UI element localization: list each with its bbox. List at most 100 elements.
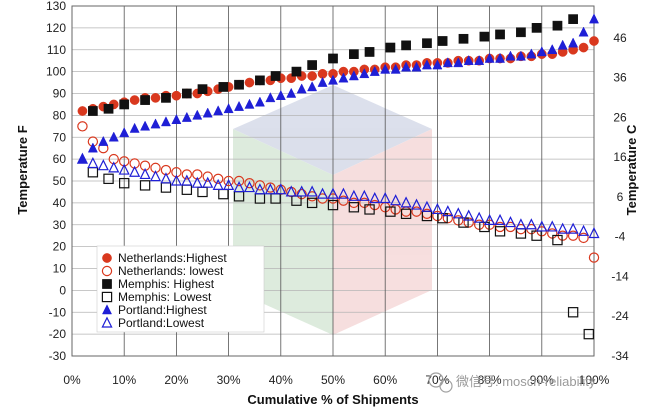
y2-tick-label: 6: [617, 190, 624, 204]
data-point: [531, 23, 542, 33]
legend-marker: [101, 304, 113, 315]
data-point: [270, 71, 281, 81]
data-point: [88, 106, 98, 116]
data-point: [526, 48, 537, 59]
data-point: [411, 61, 422, 72]
x-tick-label: 50%: [321, 373, 345, 387]
data-point: [327, 199, 339, 211]
data-point: [150, 93, 161, 103]
data-point: [505, 50, 516, 61]
data-point: [87, 156, 99, 169]
data-point: [547, 228, 558, 239]
data-point: [504, 216, 517, 228]
y2-tick-label: 16: [613, 150, 627, 164]
data-point: [338, 195, 349, 206]
x-tick-label: 10%: [112, 373, 136, 387]
watermark: 微信号: mosch-reliability: [428, 372, 596, 393]
data-point: [390, 63, 401, 74]
data-point: [170, 174, 182, 186]
data-point: [197, 84, 208, 94]
data-point: [307, 71, 317, 81]
data-point: [495, 29, 505, 40]
data-point: [296, 83, 307, 94]
data-point: [275, 183, 287, 195]
data-point: [307, 81, 318, 92]
data-point: [547, 43, 558, 54]
data-point: [358, 189, 370, 201]
legend-marker: [101, 316, 113, 328]
data-point: [437, 36, 448, 46]
data-point: [103, 103, 114, 114]
data-point: [390, 194, 402, 206]
legend-label: Memphis: Lowest: [118, 290, 212, 304]
data-point: [432, 59, 443, 70]
data-point: [254, 183, 266, 195]
data-point: [421, 200, 433, 212]
data-point: [265, 92, 276, 103]
data-point: [218, 82, 229, 92]
y2-axis-tick-labels: -34 -24 -14 -4 6 16 26 36 46: [611, 31, 629, 363]
data-point: [536, 46, 547, 57]
data-point: [364, 47, 375, 57]
y2-tick-label: -34: [611, 349, 629, 363]
data-point: [97, 159, 109, 171]
data-point: [525, 218, 537, 230]
x-tick-label: 40%: [269, 373, 293, 387]
y2-tick-label: -14: [611, 269, 629, 283]
y-tick-label: 30: [53, 218, 67, 232]
data-point: [385, 42, 396, 53]
data-point: [516, 27, 526, 38]
data-point: [296, 188, 307, 200]
data-point: [568, 14, 578, 24]
data-point: [349, 49, 359, 59]
data-point: [139, 167, 151, 180]
data-point: [286, 87, 297, 98]
data-point: [212, 178, 224, 190]
y-tick-label: -10: [49, 305, 67, 319]
data-point: [338, 72, 349, 83]
y-tick-label: -20: [49, 327, 67, 341]
legend-box: [96, 245, 265, 333]
data-point: [327, 74, 339, 85]
data-point: [484, 52, 495, 63]
data-point: [328, 53, 338, 64]
data-point: [234, 100, 245, 111]
data-point: [400, 208, 412, 220]
data-point: [348, 189, 360, 201]
legend-marker: [101, 265, 113, 277]
y-tick-label: -30: [49, 349, 67, 363]
data-point: [578, 232, 589, 244]
data-point: [317, 76, 328, 87]
data-point: [442, 212, 454, 224]
data-point: [364, 204, 375, 215]
data-point: [140, 95, 150, 105]
legend-label: Netherlands:Highest: [118, 251, 227, 265]
y-tick-label: 70: [53, 130, 67, 144]
data-point: [410, 198, 423, 210]
data-point: [234, 79, 244, 90]
data-point: [401, 61, 412, 72]
data-point: [359, 68, 370, 79]
data-point: [243, 181, 256, 193]
data-point: [474, 54, 485, 65]
data-point: [161, 93, 171, 103]
axes: [71, 5, 595, 357]
data-point: [337, 187, 350, 199]
data-point: [453, 57, 464, 68]
legend-label: Netherlands: lowest: [118, 264, 224, 278]
data-point: [380, 63, 391, 74]
x-tick-label: 90%: [530, 373, 554, 387]
data-point: [463, 54, 474, 65]
data-point: [400, 196, 412, 208]
legend-label: Memphis: Highest: [118, 277, 215, 291]
data-point: [369, 191, 381, 204]
data-point: [588, 13, 600, 24]
y-tick-label: 100: [46, 65, 66, 79]
y-tick-label: 80: [53, 108, 67, 122]
data-point: [244, 98, 255, 109]
data-point: [463, 209, 475, 221]
data-point: [306, 185, 318, 197]
data-point: [463, 217, 474, 228]
